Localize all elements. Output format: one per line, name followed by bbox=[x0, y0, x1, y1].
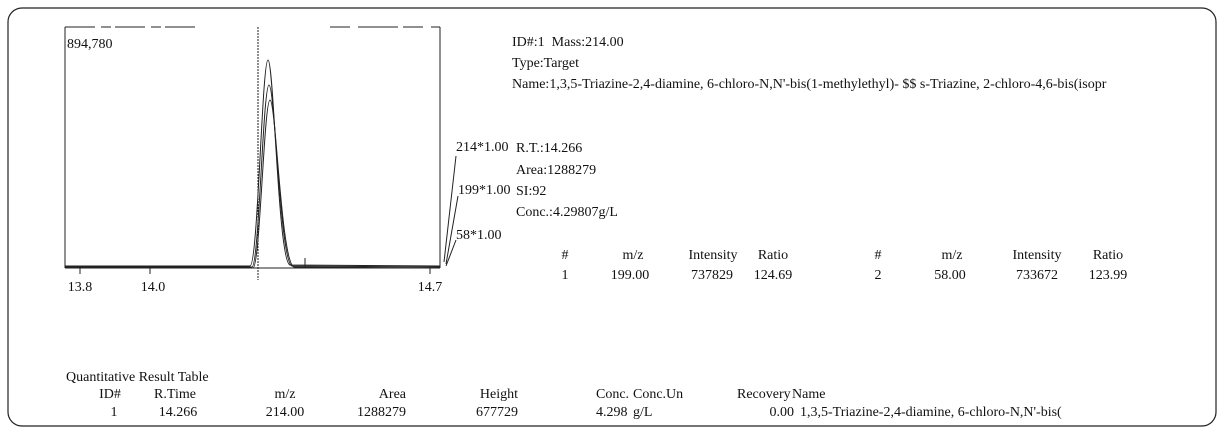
result-header: Height bbox=[480, 387, 518, 402]
result-cell: 14.266 bbox=[159, 405, 198, 420]
channel-label: 58*1.00 bbox=[456, 228, 502, 243]
result-header: Recovery bbox=[737, 387, 791, 402]
ion-header: # bbox=[875, 248, 882, 263]
ion-header: m/z bbox=[942, 248, 963, 263]
compound-type: Type:Target bbox=[512, 56, 579, 71]
result-cell: 4.298 bbox=[596, 405, 628, 420]
result-cell: 677729 bbox=[476, 405, 518, 420]
peak-area: Area:1288279 bbox=[516, 163, 596, 178]
frame bbox=[7, 7, 1217, 427]
result-header: ID# bbox=[99, 387, 121, 402]
result-cell: 1288279 bbox=[357, 405, 406, 420]
ion-header: # bbox=[562, 248, 569, 263]
result-header: Conc. bbox=[596, 387, 629, 402]
result-cell: 0.00 bbox=[770, 405, 795, 420]
ion-cell: 199.00 bbox=[611, 268, 650, 283]
result-cell: g/L bbox=[633, 405, 652, 420]
similarity: SI:92 bbox=[516, 184, 546, 199]
result-header: Area bbox=[379, 387, 407, 402]
ion-cell: 1 bbox=[562, 268, 569, 283]
concentration: Conc.:4.29807g/L bbox=[516, 205, 618, 220]
result-header: Conc.Un bbox=[633, 387, 683, 402]
ion-header: Ratio bbox=[758, 248, 788, 263]
ion-cell: 58.00 bbox=[934, 268, 966, 283]
ion-header: Intensity bbox=[1013, 248, 1062, 263]
result-header: R.Time bbox=[154, 387, 196, 402]
ion-cell: 123.99 bbox=[1089, 268, 1128, 283]
result-cell: 214.00 bbox=[266, 405, 305, 420]
ion-cell: 2 bbox=[875, 268, 882, 283]
channel-label: 199*1.00 bbox=[458, 183, 511, 198]
result-header: Name bbox=[792, 387, 825, 402]
result-title: Quantitative Result Table bbox=[66, 370, 209, 385]
ion-header: Ratio bbox=[1093, 248, 1123, 263]
ion-cell: 737829 bbox=[691, 268, 733, 283]
channel-label: 214*1.00 bbox=[456, 140, 509, 155]
x-axis-label: 14.0 bbox=[141, 280, 166, 295]
ion-cell: 733672 bbox=[1016, 268, 1058, 283]
x-axis-label: 14.7 bbox=[418, 280, 443, 295]
ion-header: Intensity bbox=[689, 248, 738, 263]
compound-id: ID#:1 Mass:214.00 bbox=[512, 35, 624, 50]
ion-cell: 124.69 bbox=[754, 268, 793, 283]
max-intensity: 894,780 bbox=[67, 37, 113, 52]
chromatogram bbox=[64, 26, 459, 280]
compound-name: Name:1,3,5-Triazine-2,4-diamine, 6-chlor… bbox=[512, 77, 1107, 92]
result-header: m/z bbox=[275, 387, 296, 402]
x-axis-label: 13.8 bbox=[68, 280, 93, 295]
ion-header: m/z bbox=[623, 248, 644, 263]
retention-time: R.T.:14.266 bbox=[516, 141, 582, 156]
result-cell: 1,3,5-Triazine-2,4-diamine, 6-chloro-N,N… bbox=[800, 405, 1062, 420]
result-cell: 1 bbox=[111, 405, 118, 420]
